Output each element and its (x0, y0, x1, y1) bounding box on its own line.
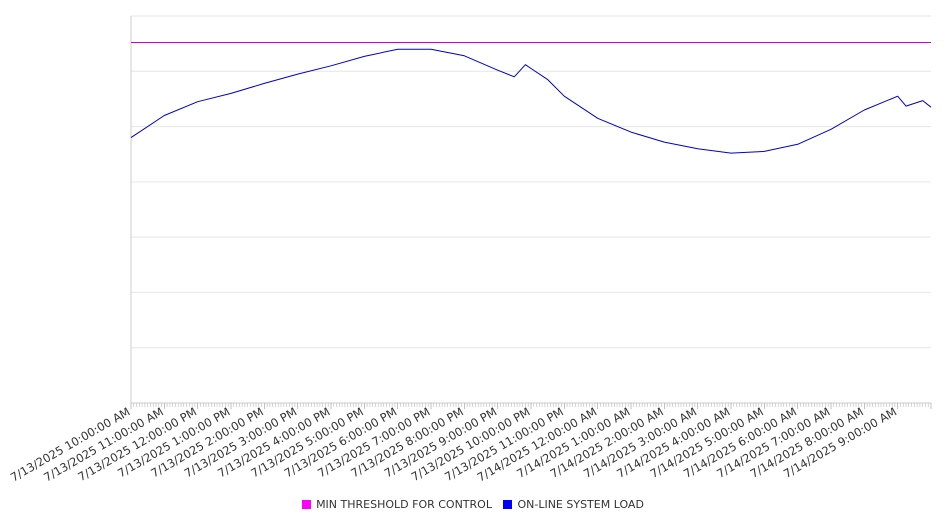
series-layer (130, 42, 932, 154)
x-tick-labels: 7/13/2025 10:00:00 AM7/13/2025 11:00:00 … (8, 404, 899, 484)
legend-swatch-online-system-load (503, 500, 513, 509)
x-minor-ticks (130, 403, 932, 409)
legend-label-min-threshold: MIN THRESHOLD FOR CONTROL (316, 498, 492, 511)
gridlines (131, 15, 931, 349)
legend-item-online-system-load: ON-LINE SYSTEM LOAD (503, 498, 644, 511)
series-line-online-system-load (130, 48, 932, 154)
legend-item-min-threshold: MIN THRESHOLD FOR CONTROL (302, 498, 492, 511)
legend-label-online-system-load: ON-LINE SYSTEM LOAD (517, 498, 644, 511)
legend: MIN THRESHOLD FOR CONTROL ON-LINE SYSTEM… (0, 498, 946, 512)
legend-swatch-min-threshold (302, 500, 312, 509)
